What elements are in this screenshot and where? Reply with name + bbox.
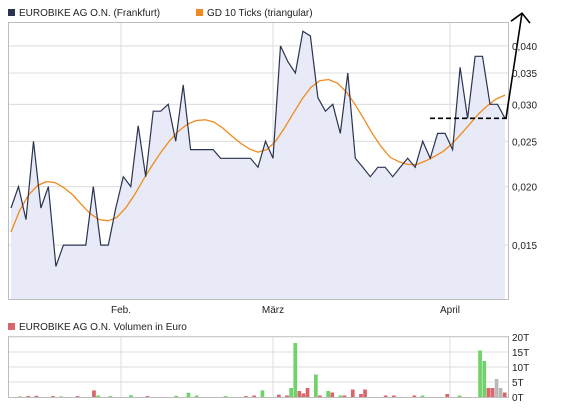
ma-series-line <box>10 78 506 233</box>
price-panel: 0,015 0,020 0,025 0,030 0,035 0,040 Feb. März A… <box>8 12 537 316</box>
volume-bar <box>174 395 178 397</box>
price-x-axis: Feb. März April <box>111 305 460 316</box>
volume-bar <box>305 388 310 397</box>
volume-bar <box>289 388 293 397</box>
volume-bar <box>482 361 487 397</box>
price-series-line <box>10 30 506 267</box>
volume-bar <box>490 388 495 397</box>
legend-label-price: EUROBIKE AG O.N. (Frankfurt) <box>19 8 160 19</box>
volume-bar <box>457 395 462 397</box>
volume-bar <box>350 389 355 397</box>
volume-bar <box>51 396 55 397</box>
volume-bars <box>18 343 507 397</box>
volume-bar <box>129 395 133 397</box>
price-y-tick-label: 0,025 <box>512 137 537 148</box>
volume-legend-swatch <box>8 323 15 330</box>
volume-bar <box>92 390 96 397</box>
price-area-fill <box>11 31 505 299</box>
trend-arrow-line <box>505 13 523 119</box>
volume-bar <box>34 395 39 397</box>
volume-bar <box>277 394 281 397</box>
volume-bar <box>293 343 298 397</box>
volume-y-tick-label: 5T <box>512 378 524 389</box>
volume-bar <box>18 396 22 397</box>
volume-bar <box>96 395 100 397</box>
volume-bar <box>223 396 228 397</box>
volume-grid <box>9 336 508 397</box>
volume-bar <box>194 395 199 397</box>
price-x-tick-label: März <box>262 305 284 316</box>
volume-bar <box>342 395 347 397</box>
volume-bar <box>330 392 335 397</box>
volume-bar <box>244 396 248 397</box>
volume-y-axis: 0T 5T 10T 15T 20T <box>512 333 529 404</box>
trend-arrow-head <box>510 12 531 24</box>
volume-bar <box>392 395 396 397</box>
volume-bar <box>318 395 322 397</box>
volume-bar <box>297 391 302 397</box>
price-legend: EUROBIKE AG O.N. (Frankfurt) GD 10 Ticks… <box>8 8 313 19</box>
volume-bar <box>326 391 330 397</box>
volume-bar <box>420 395 425 397</box>
volume-bar <box>314 374 318 397</box>
legend-label-ma: GD 10 Ticks (triangular) <box>207 8 313 19</box>
volume-bar <box>338 395 343 397</box>
volume-bar <box>285 395 289 397</box>
volume-bar <box>486 388 491 397</box>
volume-bar <box>26 396 31 397</box>
legend-swatch-ma <box>196 9 203 16</box>
volume-bar <box>59 396 63 397</box>
price-x-tick-label: Feb. <box>111 305 131 316</box>
volume-legend-label: EUROBIKE AG O.N. Volumen in Euro <box>19 322 187 333</box>
price-y-tick-label: 0,035 <box>512 69 537 80</box>
volume-bar <box>494 379 499 397</box>
volume-panel: EUROBIKE AG O.N. Volumen in Euro 0T 5T 10T… <box>8 322 529 404</box>
volume-bar <box>502 392 507 397</box>
volume-bar <box>260 390 265 397</box>
volume-bar <box>412 395 417 397</box>
volume-bar <box>478 350 482 397</box>
volume-bar <box>359 394 363 397</box>
volume-bar <box>445 394 450 397</box>
price-y-axis: 0,015 0,020 0,025 0,030 0,035 0,040 <box>512 42 537 252</box>
volume-bar <box>498 388 503 397</box>
price-y-tick-label: 0,020 <box>512 183 537 194</box>
price-y-tick-label: 0,030 <box>512 100 537 111</box>
volume-bar <box>383 395 388 397</box>
volume-bar <box>363 389 367 397</box>
volume-bar <box>252 395 256 397</box>
volume-y-tick-label: 0T <box>512 393 524 404</box>
price-y-tick-label: 0,015 <box>512 241 537 252</box>
volume-bar <box>108 396 113 397</box>
volume-y-tick-label: 15T <box>512 348 529 359</box>
volume-bar <box>186 392 191 397</box>
price-y-tick-label: 0,040 <box>512 42 537 53</box>
legend-swatch-price <box>8 9 15 16</box>
volume-bar <box>145 396 150 397</box>
volume-bar <box>301 393 306 397</box>
volume-y-tick-label: 10T <box>512 363 529 374</box>
volume-bar <box>75 396 80 397</box>
price-x-tick-label: April <box>440 305 460 316</box>
volume-y-tick-label: 20T <box>512 333 529 344</box>
